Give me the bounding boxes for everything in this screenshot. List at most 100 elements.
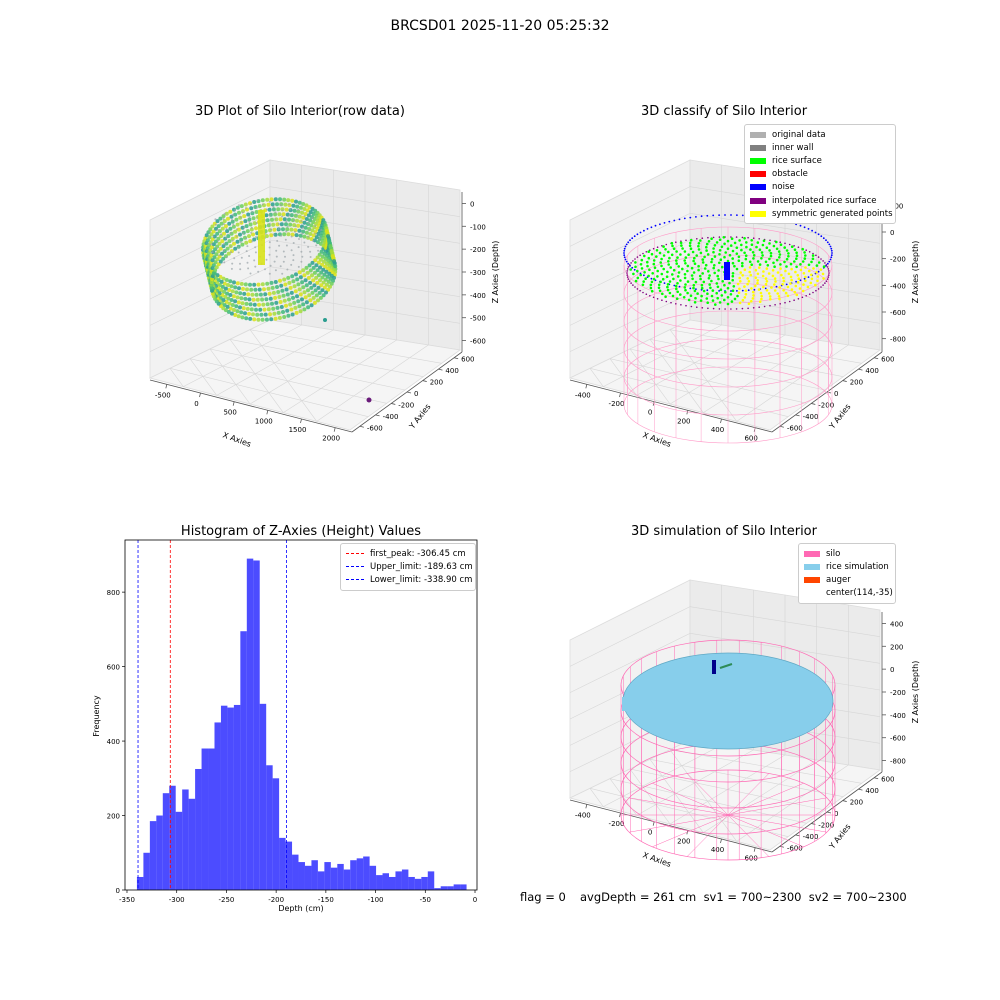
raw-data-point [258,307,263,312]
noise-point [627,241,630,244]
z-tick-label: 400 [890,620,903,628]
raw-data-point [238,291,243,296]
raw-data-point [229,298,234,302]
rice-surface-point [662,254,666,257]
raw-data-point [291,203,296,208]
raw-data-point [264,268,266,271]
raw-data-point [315,244,318,247]
rice-surface-point [700,283,704,287]
symmetric-point [804,275,807,279]
rice-surface-point [795,265,798,269]
symmetric-point [738,276,741,280]
z-tick-label: -200 [890,256,906,264]
raw-data-point [243,219,248,224]
raw-data-point [311,239,314,242]
rice-surface-point [705,297,709,300]
raw-data-point [281,209,284,212]
rice-surface-point [667,263,670,266]
rice-surface-point [656,269,659,273]
raw-data-point [243,282,248,287]
legend-label: auger [826,574,851,585]
interpolated-point [793,245,795,247]
x-tick [720,418,722,424]
raw-data-point [255,206,258,209]
raw-data-point [321,293,326,298]
y-tick [811,403,816,405]
raw-data-point [265,258,268,261]
raw-data-point [233,313,238,317]
raw-data-point [295,277,300,282]
interpolated-point [826,278,829,280]
rice-surface-point [803,257,807,260]
raw-data-point [254,265,257,268]
rice-surface-point [675,287,678,291]
raw-data-point [279,265,282,268]
raw-data-point [273,316,278,321]
histogram-ylabel: Frequency [92,695,101,737]
legend-label: interpolated rice surface [772,195,877,206]
raw-data-point [251,216,256,221]
rice-surface-point [692,259,695,263]
rice-surface-point [730,237,734,240]
symmetric-point [780,273,783,277]
raw-data-point [318,257,323,262]
histogram-bar [363,856,370,890]
raw-data-point [218,254,221,257]
y-tick [359,425,364,428]
y-tick-label: 0 [834,390,838,398]
interpolated-point [808,251,811,253]
raw-data-point [312,270,317,275]
rice-surface-point [740,248,743,252]
raw-data-point [294,225,297,228]
raw-data-point [228,279,233,284]
histogram-bar [376,875,383,890]
histogram-bar [447,886,454,890]
y-tick-label: -200 [398,401,414,409]
noise-point [747,289,750,292]
histogram-bar [460,884,467,890]
symmetric-point [738,287,741,291]
symmetric-point [784,269,787,273]
raw-data-point [315,280,320,285]
raw-data-point [247,267,250,270]
raw-data-point [318,265,322,270]
symmetric-point [796,274,800,277]
raw-data-point [222,281,227,286]
rice-surface-point [668,256,671,260]
rice-surface-point [629,268,632,271]
raw-data-point [250,226,253,229]
legend-label: obstacle [772,169,808,180]
rice-surface-point [640,258,644,262]
raw-data-point [294,230,296,233]
rice-surface-point [785,265,788,268]
symmetric-point [804,279,807,283]
histogram-bar [292,854,299,890]
raw-data-point [311,295,316,300]
interpolated-point [747,307,749,310]
rice-surface-point [730,300,734,303]
raw-data-point [239,310,244,315]
noise-point [663,222,666,224]
rice-surface-point [679,253,682,256]
symmetric-point [768,295,772,298]
symmetric-point [757,288,761,291]
noise-point [825,239,827,242]
raw-data-point [233,246,238,251]
interpolated-point [797,246,800,248]
raw-data-point [273,197,278,202]
raw-data-point [308,218,313,223]
rice-surface-point [811,257,815,261]
symmetric-point [787,272,791,276]
rice-surface-point [686,280,690,283]
symmetric-point [794,270,797,274]
noise-point [700,215,703,218]
raw-data-point [254,251,257,254]
raw-data-point [248,239,253,244]
y-tick [858,368,863,371]
rice-surface-point [697,242,701,245]
rice-surface-point [731,249,735,253]
raw-data-point [316,240,320,245]
rice-surface-point [752,254,756,257]
noise-point [706,289,709,292]
raw-data-point [296,214,298,217]
